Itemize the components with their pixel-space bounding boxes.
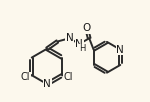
Text: N: N xyxy=(43,79,51,89)
Text: Cl: Cl xyxy=(64,72,73,82)
Text: O: O xyxy=(82,23,91,33)
Text: N: N xyxy=(75,39,83,49)
Text: Cl: Cl xyxy=(21,72,30,82)
Text: H: H xyxy=(79,44,85,53)
Text: N: N xyxy=(116,45,124,55)
Text: N: N xyxy=(66,33,73,43)
